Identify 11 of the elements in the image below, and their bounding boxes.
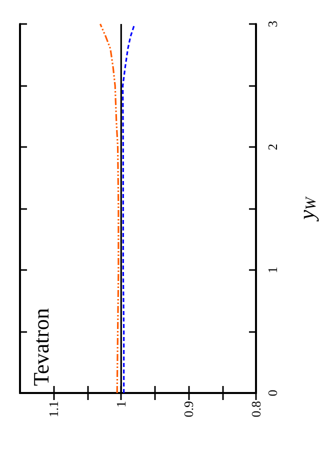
y-tick-label: 0 [265, 390, 280, 396]
y-tick-label: 3 [265, 20, 280, 28]
line-series [99, 23, 120, 394]
y-axis-title: yW [294, 196, 320, 222]
x-tick-label: 1 [114, 401, 129, 408]
x-tick-label: 0.8 [248, 401, 264, 418]
x-tick-label: 0.9 [181, 401, 196, 418]
x-tick-label: 1.1 [46, 401, 62, 418]
annotation: Tevatron [28, 308, 54, 386]
y-tick-label: 1 [265, 266, 280, 274]
y-tick-label: 2 [265, 144, 280, 150]
